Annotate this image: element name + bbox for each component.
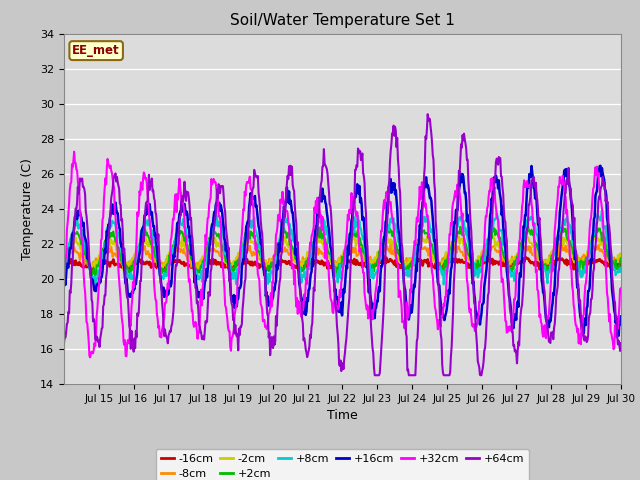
Line: -16cm: -16cm (64, 257, 621, 272)
+16cm (400, 277, 408, 283)
+16cm (228, 294, 236, 300)
+32cm (617, 286, 625, 291)
-16cm (228, 266, 236, 272)
-2cm (401, 261, 408, 266)
X-axis label: Time: Time (327, 409, 358, 422)
+2cm (432, 256, 440, 262)
+2cm (60, 261, 68, 267)
+2cm (126, 272, 134, 277)
+8cm (228, 269, 236, 275)
-16cm (277, 259, 285, 264)
-2cm (617, 259, 625, 264)
+2cm (256, 252, 264, 257)
+8cm (126, 276, 134, 281)
-8cm (433, 259, 440, 265)
Line: -8cm: -8cm (64, 242, 621, 268)
-2cm (432, 256, 440, 262)
Line: +8cm: +8cm (64, 210, 621, 288)
+16cm (60, 283, 68, 288)
+64cm (617, 340, 625, 346)
-8cm (228, 260, 236, 266)
+32cm (70, 149, 78, 155)
+8cm (617, 264, 625, 270)
+8cm (432, 250, 440, 255)
-16cm (124, 269, 131, 275)
+32cm (433, 313, 440, 319)
-16cm (401, 262, 409, 267)
+64cm (255, 196, 263, 202)
-2cm (277, 242, 285, 248)
-8cm (60, 253, 68, 259)
-8cm (617, 253, 625, 259)
Line: +16cm: +16cm (64, 166, 621, 336)
+32cm (229, 331, 237, 336)
-2cm (190, 269, 198, 275)
+16cm (276, 240, 284, 245)
+32cm (127, 323, 134, 329)
-16cm (256, 262, 264, 268)
Legend: -16cm, -8cm, -2cm, +2cm, +8cm, +16cm, +32cm, +64cm: -16cm, -8cm, -2cm, +2cm, +8cm, +16cm, +3… (156, 449, 529, 480)
-8cm (126, 260, 134, 266)
Title: Soil/Water Temperature Set 1: Soil/Water Temperature Set 1 (230, 13, 455, 28)
-8cm (277, 250, 285, 255)
-16cm (60, 262, 68, 267)
+64cm (424, 111, 431, 117)
-8cm (256, 255, 264, 261)
-8cm (387, 240, 394, 245)
+64cm (228, 301, 236, 307)
+32cm (257, 301, 264, 307)
Y-axis label: Temperature (C): Temperature (C) (22, 158, 35, 260)
-2cm (591, 229, 598, 235)
+8cm (92, 285, 100, 291)
-2cm (228, 262, 236, 268)
-8cm (123, 265, 131, 271)
+2cm (617, 255, 625, 261)
-16cm (433, 264, 440, 269)
+8cm (401, 270, 408, 276)
-8cm (401, 258, 409, 264)
+8cm (277, 227, 285, 232)
-16cm (126, 263, 134, 268)
+16cm (596, 163, 604, 168)
+16cm (617, 313, 625, 319)
Line: +2cm: +2cm (64, 226, 621, 276)
+64cm (433, 228, 440, 233)
-2cm (60, 254, 68, 260)
+16cm (431, 238, 439, 243)
+32cm (278, 199, 285, 204)
Line: -2cm: -2cm (64, 232, 621, 272)
+16cm (125, 294, 133, 300)
+8cm (598, 207, 606, 213)
Line: +64cm: +64cm (64, 114, 621, 375)
+16cm (255, 226, 263, 232)
-2cm (125, 263, 133, 269)
+16cm (615, 333, 623, 338)
+64cm (125, 324, 133, 329)
Text: EE_met: EE_met (72, 44, 120, 57)
-16cm (380, 254, 388, 260)
+2cm (228, 269, 236, 275)
Line: +32cm: +32cm (64, 152, 621, 358)
+8cm (60, 267, 68, 273)
+64cm (276, 275, 284, 281)
+8cm (256, 240, 264, 245)
+32cm (86, 355, 94, 360)
+64cm (401, 301, 408, 307)
+2cm (401, 264, 408, 270)
-16cm (617, 261, 625, 267)
-2cm (256, 251, 264, 257)
+2cm (524, 223, 532, 229)
+2cm (277, 235, 285, 240)
+32cm (401, 312, 409, 318)
+64cm (60, 340, 68, 346)
+64cm (371, 372, 378, 378)
+2cm (88, 273, 95, 278)
+32cm (60, 282, 68, 288)
